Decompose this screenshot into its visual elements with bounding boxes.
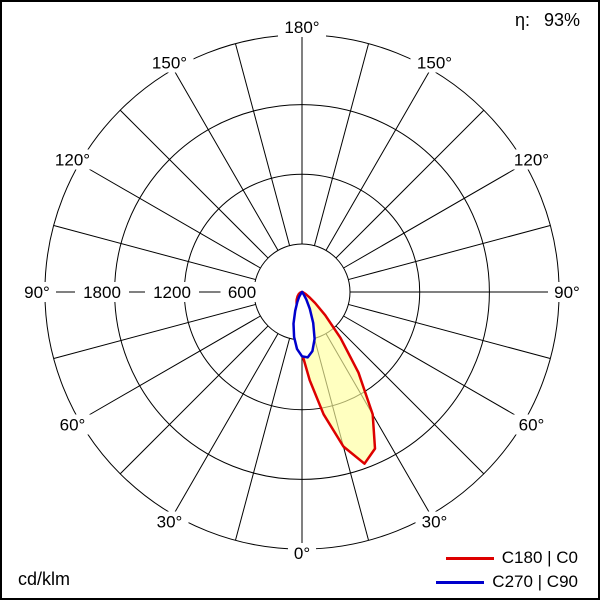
svg-text:1800: 1800	[83, 283, 121, 302]
svg-text:60°: 60°	[60, 416, 86, 435]
svg-text:90°: 90°	[24, 283, 50, 302]
svg-text:90°: 90°	[554, 283, 580, 302]
legend-line-c180-c0	[445, 556, 494, 560]
efficiency-readout: η: 93%	[515, 10, 580, 31]
legend-label-c180-c0: C180 | C0	[501, 548, 578, 567]
svg-text:30°: 30°	[157, 512, 183, 531]
svg-text:150°: 150°	[417, 54, 452, 73]
legend-label-c270-c90: C270 | C90	[492, 572, 578, 591]
svg-text:600: 600	[228, 283, 256, 302]
svg-text:1200: 1200	[153, 283, 191, 302]
svg-text:180°: 180°	[284, 18, 319, 37]
efficiency-value: 93%	[543, 10, 580, 30]
svg-text:120°: 120°	[514, 151, 549, 170]
efficiency-label: η:	[514, 10, 530, 30]
svg-text:150°: 150°	[152, 54, 187, 73]
legend: C180 | C0 C270 | C90	[436, 548, 578, 592]
legend-line-c270-c90	[436, 580, 485, 584]
legend-item: C270 | C90	[436, 572, 578, 592]
svg-text:60°: 60°	[519, 416, 545, 435]
svg-text:120°: 120°	[55, 151, 90, 170]
legend-item: C180 | C0	[436, 548, 578, 568]
unit-label: cd/klm	[18, 569, 71, 589]
svg-text:0°: 0°	[294, 544, 310, 563]
svg-text:30°: 30°	[422, 512, 448, 531]
